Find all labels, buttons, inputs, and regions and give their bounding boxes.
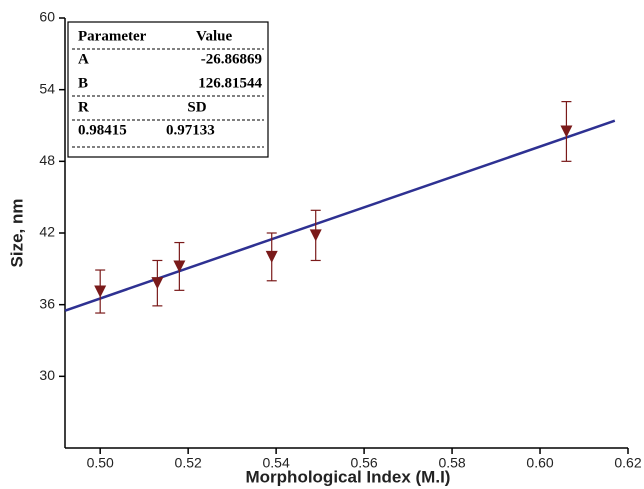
table-header: Parameter (78, 28, 147, 44)
table-cell: -26.86869 (201, 51, 262, 67)
y-tick-label: 60 (39, 9, 55, 25)
table-cell: B (78, 75, 88, 91)
marker (94, 285, 107, 298)
y-axis-title: Size, nm (7, 199, 26, 268)
x-tick-label: 0.60 (526, 455, 553, 471)
y-tick-label: 30 (39, 367, 55, 383)
x-tick-label: 0.56 (350, 455, 377, 471)
x-tick-label: 0.52 (175, 455, 202, 471)
table-cell: 126.81544 (198, 75, 262, 91)
y-tick-label: 54 (39, 80, 55, 96)
marker (309, 229, 322, 242)
x-tick-label: 0.58 (438, 455, 465, 471)
table-cell: SD (187, 99, 206, 115)
marker (560, 125, 573, 138)
x-axis-title: Morphological Index (M.I) (246, 467, 451, 486)
y-tick-label: 36 (39, 295, 55, 311)
table-cell: A (78, 51, 89, 67)
x-tick-label: 0.62 (614, 455, 641, 471)
table-header: Value (196, 28, 232, 44)
marker (265, 250, 278, 263)
x-tick-label: 0.50 (87, 455, 114, 471)
table-cell: 0.97133 (166, 122, 215, 138)
table-cell: R (78, 99, 89, 115)
y-tick-label: 42 (39, 224, 55, 240)
marker (173, 260, 186, 273)
table-box (67, 21, 269, 158)
x-tick-label: 0.54 (263, 455, 290, 471)
table-cell: 0.98415 (78, 122, 127, 138)
marker (151, 277, 164, 290)
y-tick-label: 48 (39, 152, 55, 168)
